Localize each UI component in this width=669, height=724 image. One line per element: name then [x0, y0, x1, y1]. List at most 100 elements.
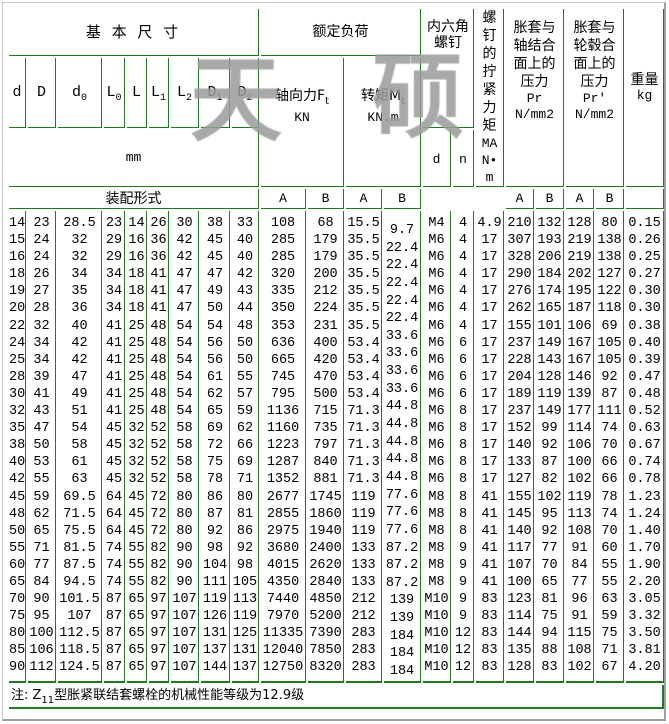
cell-pr-b: 87: [541, 455, 558, 471]
pr-shaft-a: A: [506, 189, 535, 209]
cell-pr2-b: 55: [601, 557, 618, 573]
cell-D: 27: [33, 284, 50, 300]
cell-ma: 17: [481, 421, 498, 437]
cell-ft-b: 7390: [309, 626, 342, 642]
footnote-prefix: 注: Z: [11, 687, 42, 703]
dim-symbol-4: L: [127, 58, 147, 128]
cell-D1: 98: [206, 540, 224, 556]
cell-mt-b: 87.2: [385, 540, 419, 556]
pr-shaft-header: 胀套与轴结合面上的压力 Pr N/mm2: [506, 9, 565, 187]
mm-unit: mm: [9, 130, 260, 187]
cell-weight: 0.52: [628, 404, 661, 420]
cell-d0: 61: [71, 455, 88, 471]
cell-L2: 47: [176, 267, 193, 283]
footnote-text: 型胀紧联结套螺栓的机械性能等级为12.9级: [54, 687, 305, 703]
cell-L0: 41: [105, 352, 123, 368]
cell-pr-a: 107: [507, 557, 532, 573]
cell-pr-a: 152: [507, 421, 532, 437]
dim-symbol-base: D: [207, 83, 217, 101]
cell-screw-n: 8: [458, 523, 468, 539]
cell-D1: 126: [202, 609, 228, 625]
cell-L1: 82: [150, 557, 167, 573]
cell-weight: 0.40: [628, 335, 661, 351]
tightening-torque-header: 螺钉的拧紧力矩 MA N•m: [476, 9, 505, 187]
cell-mt-a: 133: [351, 540, 376, 556]
cell-pr-b: 65: [541, 574, 558, 590]
cell-mt-a: 35.5: [347, 233, 380, 249]
cell-mt-a: 71.3: [347, 438, 380, 454]
cell-screw-n: 8: [458, 489, 468, 505]
cell-d0: 101.5: [59, 592, 100, 608]
cell-D: 59: [33, 489, 50, 505]
cell-pr2-b: 122: [597, 284, 622, 300]
cell-L1: 97: [150, 626, 167, 642]
cell-D2: 50: [236, 352, 254, 368]
dim-symbol-3: L0: [104, 58, 125, 128]
cell-ma: 17: [481, 233, 498, 249]
cell-ft-b: 500: [313, 386, 338, 402]
cell-d: 55: [9, 540, 26, 556]
cell-D1: 47: [206, 267, 224, 283]
cell-pr-a: 328: [507, 250, 532, 266]
cell-pr-a: 237: [507, 335, 532, 351]
dim-symbol-base: D: [36, 83, 46, 101]
cell-d: 60: [9, 557, 26, 573]
cell-ft-b: 2620: [309, 557, 342, 573]
cell-mt-a: 71.3: [347, 404, 380, 420]
cell-L0: 87: [105, 626, 123, 642]
column-ma: 4.9 17 17 17 17 17 17 17 17 17 17 17 17 17 17 17 41 41 41 4…: [476, 211, 505, 683]
cell-ft-a: 636: [270, 335, 296, 351]
cell-screw-n: 4: [458, 250, 468, 266]
cell-weight: 0.38: [628, 318, 661, 334]
cell-L2: 42: [176, 250, 193, 266]
cell-pr-a: 228: [507, 352, 532, 368]
cell-L1: 97: [150, 609, 167, 625]
cell-L2: 47: [176, 284, 193, 300]
cell-L2: 107: [172, 643, 197, 659]
cell-weight: 0.63: [628, 421, 661, 437]
column-d: 14 15 16 18 19 20 22 24 25 28 30 32 35 38 40 42 45 48 50 55…: [9, 211, 26, 683]
cell-L1: 48: [150, 335, 167, 351]
weight-unit: kg: [636, 87, 653, 103]
cell-screw-n: 8: [458, 455, 468, 471]
cell-ma: 17: [481, 267, 498, 283]
cell-mt-a: 133: [351, 557, 376, 573]
cell-D: 71: [33, 540, 50, 556]
dim-symbol-subscript: 0: [115, 92, 122, 104]
cell-d: 28: [9, 369, 26, 385]
cell-D2: 81: [236, 506, 254, 522]
column-L: 14 16 16 18 18 18 25 25 25 25 25 25 32 32 32 32 45 45 45 55…: [127, 211, 147, 683]
hex-screw-label: 内六角螺钉: [427, 19, 470, 51]
cell-L2: 47: [176, 301, 193, 317]
cell-pr2-b: 111: [597, 404, 622, 420]
cell-D1: 111: [202, 574, 228, 590]
weight-assembly-blank: [626, 189, 665, 209]
cell-pr-a: 133: [507, 455, 532, 471]
cell-D: 39: [33, 369, 50, 385]
cell-D1: 75: [206, 455, 224, 471]
cell-pr-a: 210: [507, 216, 532, 231]
column-screw-d: M4 M6 M6 M6 M6 M6 M6 M6 M6 M6 M6 M6 M6 M6 M6 M6 M8 M8 M8 M8…: [423, 211, 452, 683]
pr-hub-symbol: Pr': [582, 91, 607, 106]
dim-symbol-subscript: 0: [81, 92, 88, 104]
cell-pr-b: 92: [541, 438, 558, 454]
cell-L0: 23: [105, 216, 123, 231]
cell-pr-b: 193: [537, 233, 562, 249]
dim-symbol-base: L: [106, 83, 116, 101]
column-pr2-a: 128 219 219 202 195 187 106 167 167 146 139 177 114 1…: [566, 211, 595, 683]
cell-ft-b: 5200: [309, 609, 342, 625]
cell-ft-a: 1223: [266, 438, 300, 454]
cell-mt-b: 22.4: [385, 293, 419, 309]
cell-screw-n: 9: [458, 540, 468, 556]
cell-D1: 86: [206, 489, 224, 505]
cell-L1: 97: [150, 643, 167, 659]
axial-force-label: 轴向力Ft: [261, 88, 343, 107]
cell-weight: 0.78: [628, 472, 661, 488]
cell-mt-a: 71.3: [347, 421, 380, 437]
cell-pr-a: 237: [507, 404, 532, 420]
cell-pr2-a: 108: [567, 523, 592, 539]
cell-weight: 3.81: [628, 643, 661, 659]
cell-d0: 32: [71, 233, 88, 249]
cell-d0: 47: [71, 369, 88, 385]
cell-ft-a: 353: [270, 318, 296, 334]
